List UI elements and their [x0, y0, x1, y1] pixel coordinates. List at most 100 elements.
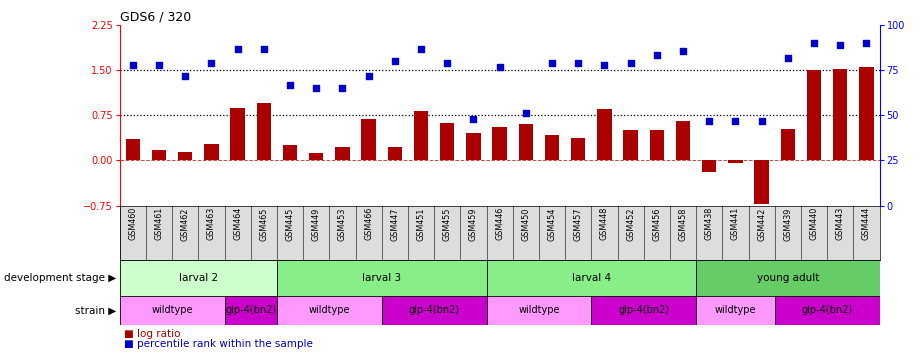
Text: GSM464: GSM464 [233, 207, 242, 241]
Bar [283, 145, 297, 160]
Text: glp-4(bn2): glp-4(bn2) [618, 305, 670, 315]
Point [256, 46, 271, 52]
Text: GSM465: GSM465 [260, 207, 268, 241]
Text: development stage ▶: development stage ▶ [4, 273, 116, 283]
Bar [178, 152, 192, 160]
Point [544, 60, 559, 66]
Point [283, 82, 297, 88]
Text: glp-4(bn2): glp-4(bn2) [409, 305, 460, 315]
Bar [381, 296, 486, 325]
Text: GSM460: GSM460 [128, 207, 137, 241]
Text: GSM443: GSM443 [835, 207, 845, 241]
Bar [781, 129, 795, 160]
Text: ■ percentile rank within the sample: ■ percentile rank within the sample [124, 339, 313, 349]
Bar [440, 123, 454, 160]
Text: larval 4: larval 4 [572, 273, 611, 283]
Bar [729, 160, 742, 164]
Text: GSM463: GSM463 [207, 207, 216, 241]
Text: GSM444: GSM444 [862, 207, 871, 241]
Text: GSM452: GSM452 [626, 207, 635, 241]
Text: ■ log ratio: ■ log ratio [124, 330, 181, 340]
Bar [624, 130, 638, 160]
Text: GSM447: GSM447 [391, 207, 400, 241]
Text: glp-4(bn2): glp-4(bn2) [801, 305, 853, 315]
Bar [414, 111, 428, 160]
Bar [335, 147, 350, 160]
Bar [597, 109, 612, 160]
Bar [676, 121, 690, 160]
Text: GSM454: GSM454 [548, 207, 556, 241]
Point [571, 60, 586, 66]
Point [388, 58, 402, 64]
Point [519, 111, 533, 116]
Bar [388, 147, 402, 160]
Text: GSM438: GSM438 [705, 207, 714, 241]
Bar [361, 120, 376, 160]
Bar [257, 103, 271, 160]
Bar [225, 296, 277, 325]
Bar [775, 296, 880, 325]
Text: strain ▶: strain ▶ [75, 305, 116, 315]
Text: larval 2: larval 2 [179, 273, 218, 283]
Bar [125, 139, 140, 160]
Point [754, 119, 769, 124]
Bar [204, 144, 218, 160]
Bar [493, 127, 507, 160]
Text: GSM445: GSM445 [286, 207, 295, 241]
Point [729, 119, 743, 124]
Point [624, 60, 638, 66]
Point [780, 55, 795, 61]
Text: GSM457: GSM457 [574, 207, 583, 241]
Bar [591, 296, 696, 325]
Bar [519, 124, 533, 160]
Bar [486, 296, 591, 325]
Point [204, 60, 219, 66]
Point [178, 73, 192, 79]
Text: wildtype: wildtype [519, 305, 560, 315]
Bar [120, 296, 225, 325]
Bar [486, 260, 696, 296]
Point [335, 85, 350, 91]
Bar [152, 150, 166, 160]
Point [833, 42, 847, 48]
Point [414, 46, 428, 52]
Bar [807, 70, 822, 160]
Text: GSM451: GSM451 [416, 207, 426, 241]
Bar [754, 160, 769, 204]
Point [361, 73, 376, 79]
Point [597, 62, 612, 68]
Bar [277, 296, 381, 325]
Text: GSM450: GSM450 [521, 207, 530, 241]
Text: wildtype: wildtype [151, 305, 192, 315]
Point [230, 46, 245, 52]
Bar [649, 130, 664, 160]
Text: young adult: young adult [757, 273, 819, 283]
Point [676, 48, 691, 54]
Text: larval 3: larval 3 [362, 273, 402, 283]
Text: GSM458: GSM458 [679, 207, 688, 241]
Point [859, 40, 874, 46]
Bar [859, 67, 874, 160]
Text: glp-4(bn2): glp-4(bn2) [225, 305, 276, 315]
Bar [834, 69, 847, 160]
Text: GSM446: GSM446 [495, 207, 504, 241]
Bar [230, 108, 245, 160]
Text: GSM456: GSM456 [652, 207, 661, 241]
Text: GSM453: GSM453 [338, 207, 347, 241]
Point [125, 62, 140, 68]
Point [309, 85, 323, 91]
Bar [696, 260, 880, 296]
Text: GSM455: GSM455 [443, 207, 451, 241]
Text: GSM442: GSM442 [757, 207, 766, 241]
Text: GSM461: GSM461 [155, 207, 164, 241]
Point [440, 60, 455, 66]
Text: wildtype: wildtype [715, 305, 756, 315]
Point [649, 52, 664, 58]
Bar [309, 153, 323, 160]
Text: wildtype: wildtype [309, 305, 350, 315]
Text: GSM440: GSM440 [810, 207, 819, 241]
Bar [702, 160, 717, 172]
Bar [120, 260, 277, 296]
Text: GSM459: GSM459 [469, 207, 478, 241]
Point [702, 119, 717, 124]
